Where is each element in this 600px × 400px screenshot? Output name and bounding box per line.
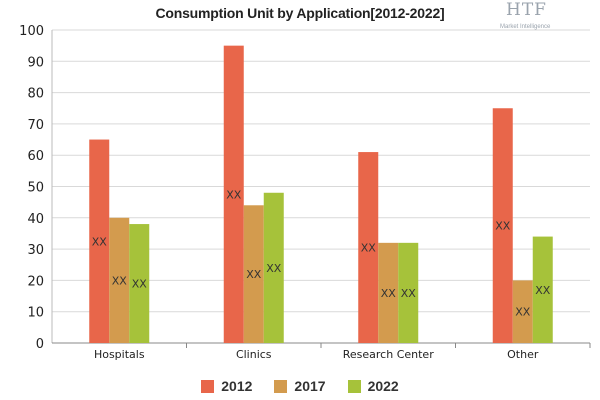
- y-tick-label: 70: [27, 118, 44, 133]
- bar-2012-research-center: [358, 152, 379, 343]
- data-label: XX: [535, 284, 551, 297]
- bar-2022-hospitals: [129, 224, 150, 343]
- legend-swatch: [347, 379, 361, 393]
- data-label: XX: [112, 274, 128, 287]
- bar-2017-research-center: [378, 242, 399, 343]
- bar-2022-clinics: [263, 192, 284, 343]
- y-tick-label: 50: [27, 181, 44, 196]
- legend-label: 2017: [294, 378, 326, 394]
- y-tick-label: 20: [27, 274, 44, 289]
- chart-title: Consumption Unit by Application[2012-202…: [155, 5, 445, 21]
- data-label: XX: [495, 220, 511, 233]
- legend-item-2017[interactable]: 2017: [274, 378, 326, 394]
- data-label: XX: [226, 188, 242, 201]
- chart-legend: 2012 2017 2022: [0, 378, 600, 394]
- bar-2017-hospitals: [109, 217, 130, 343]
- x-tick-label: Other: [507, 348, 539, 361]
- y-tick-label: 90: [27, 55, 44, 70]
- data-label: XX: [92, 235, 108, 248]
- y-tick-label: 60: [27, 149, 44, 164]
- data-label: XX: [381, 287, 397, 300]
- bar-2012-clinics: [223, 45, 244, 344]
- x-tick-label: Hospitals: [94, 348, 145, 361]
- x-tick-label: Research Center: [343, 348, 434, 361]
- bar-2022-research-center: [398, 242, 419, 343]
- y-tick-label: 80: [27, 87, 44, 102]
- bar-2012-other: [492, 108, 513, 343]
- legend-swatch: [274, 379, 288, 393]
- data-label: XX: [132, 278, 148, 291]
- data-label: XX: [246, 268, 262, 281]
- legend-swatch: [201, 379, 215, 393]
- bar-2017-clinics: [243, 205, 264, 343]
- logo-tagline: Market Intelligence: [500, 24, 551, 30]
- y-tick-label: 40: [27, 212, 44, 227]
- bar-2022-other: [532, 236, 553, 343]
- logo: HTF Market Intelligence: [500, 0, 592, 40]
- y-tick-label: 100: [19, 24, 44, 39]
- x-tick-label: Clinics: [236, 348, 272, 361]
- y-tick-label: 0: [36, 337, 44, 352]
- legend-label: 2022: [367, 378, 399, 394]
- data-label: XX: [266, 262, 282, 275]
- legend-label: 2012: [221, 378, 253, 394]
- logo-brand: HTF: [506, 0, 547, 20]
- y-tick-label: 10: [27, 306, 44, 321]
- bar-2012-hospitals: [89, 139, 110, 343]
- y-tick-label: 30: [27, 243, 44, 258]
- data-label: XX: [361, 242, 377, 255]
- legend-item-2012[interactable]: 2012: [201, 378, 252, 394]
- legend-item-2022[interactable]: 2022: [347, 378, 399, 394]
- data-label: XX: [401, 287, 417, 300]
- bar-2017-other: [512, 280, 533, 343]
- data-label: XX: [515, 306, 531, 319]
